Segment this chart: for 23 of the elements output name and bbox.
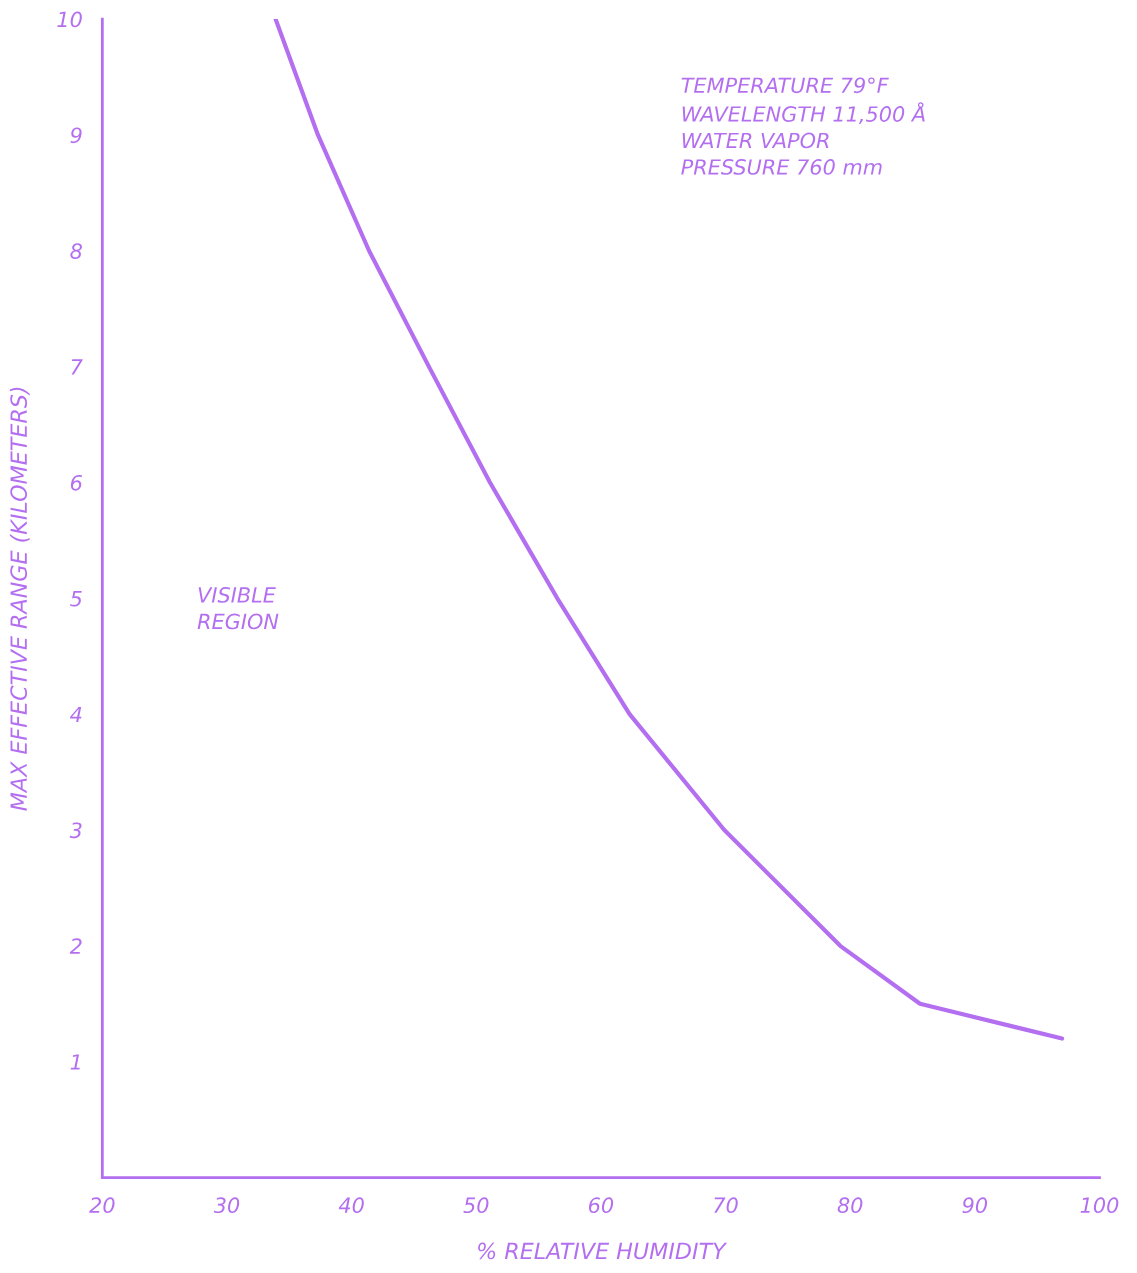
x-tick-label: 70 xyxy=(714,1197,738,1214)
y-tick-label: 8 xyxy=(70,243,82,259)
y-tick-label: 9 xyxy=(70,127,82,144)
y-tick-label: 2 xyxy=(69,938,82,954)
x-tick-label: 60 xyxy=(588,1197,614,1214)
x-tick-label: 50 xyxy=(463,1197,489,1214)
x-tick-label: 90 xyxy=(962,1197,988,1214)
annotation: TEMPERATURE 79°F WAVELENGTH 11,500 Å WATER VAPOR PRESSURE 760 mm xyxy=(681,77,925,175)
y-tick-label: 4 xyxy=(70,706,82,723)
y-tick-label: 6 xyxy=(70,474,82,491)
annotation: VISIBLE REGION xyxy=(197,587,279,630)
y-tick-label: 3 xyxy=(69,822,82,839)
y-axis-title: MAX EFFECTIVE RANGE (KILOMETERS) xyxy=(9,387,30,811)
x-tick-label: 30 xyxy=(213,1197,240,1214)
x-tick-label: 80 xyxy=(837,1197,863,1214)
x-tick-label: 40 xyxy=(338,1197,364,1214)
x-axis-title: % RELATIVE HUMIDITY xyxy=(478,1242,728,1260)
x-tick-label: 20 xyxy=(89,1197,115,1214)
y-tick-label: 7 xyxy=(71,359,83,375)
y-tick-label: 1 xyxy=(70,1054,80,1070)
x-tick-label: 100 xyxy=(1080,1197,1119,1214)
y-tick-label: 10 xyxy=(57,11,82,28)
y-tick-label: 5 xyxy=(70,591,82,607)
